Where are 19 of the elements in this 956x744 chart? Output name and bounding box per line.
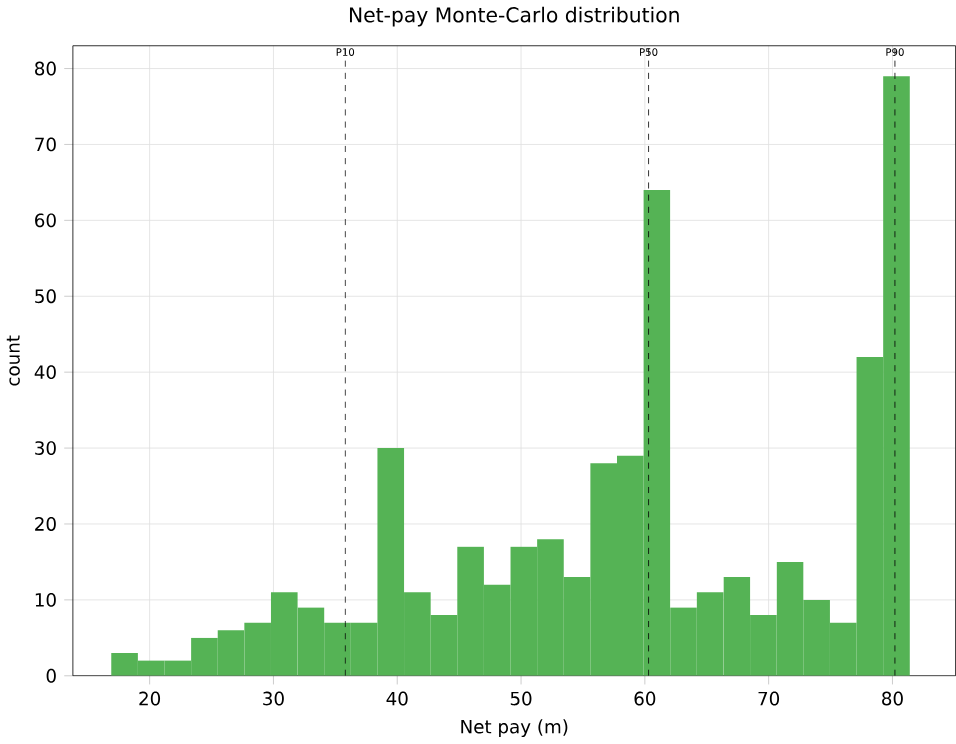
y-tick-label: 50: [35, 289, 56, 304]
x-tick-label: 40: [386, 691, 408, 706]
chart-title: Net-pay Monte-Carlo distribution: [349, 6, 679, 27]
x-axis-title: Net pay (m): [461, 719, 568, 738]
y-tick-label: 10: [35, 593, 56, 607]
x-tick-label: 50: [510, 691, 532, 706]
y-tick-label: 30: [35, 441, 56, 456]
y-tick-label: 60: [35, 213, 56, 228]
y-tick-label: 20: [35, 517, 56, 531]
y-axis-title: count: [6, 335, 20, 386]
x-tick-label: 30: [263, 691, 284, 706]
x-tick-label: 60: [634, 691, 656, 706]
y-tick-label: 70: [35, 137, 56, 152]
y-tick-label: 80: [35, 61, 56, 76]
x-tick-label: 80: [882, 691, 903, 706]
y-tick-label: 40: [34, 365, 56, 380]
x-tick-label: 70: [758, 691, 780, 706]
x-tick-label: 20: [139, 691, 161, 706]
y-tick-label: 0: [46, 668, 56, 683]
